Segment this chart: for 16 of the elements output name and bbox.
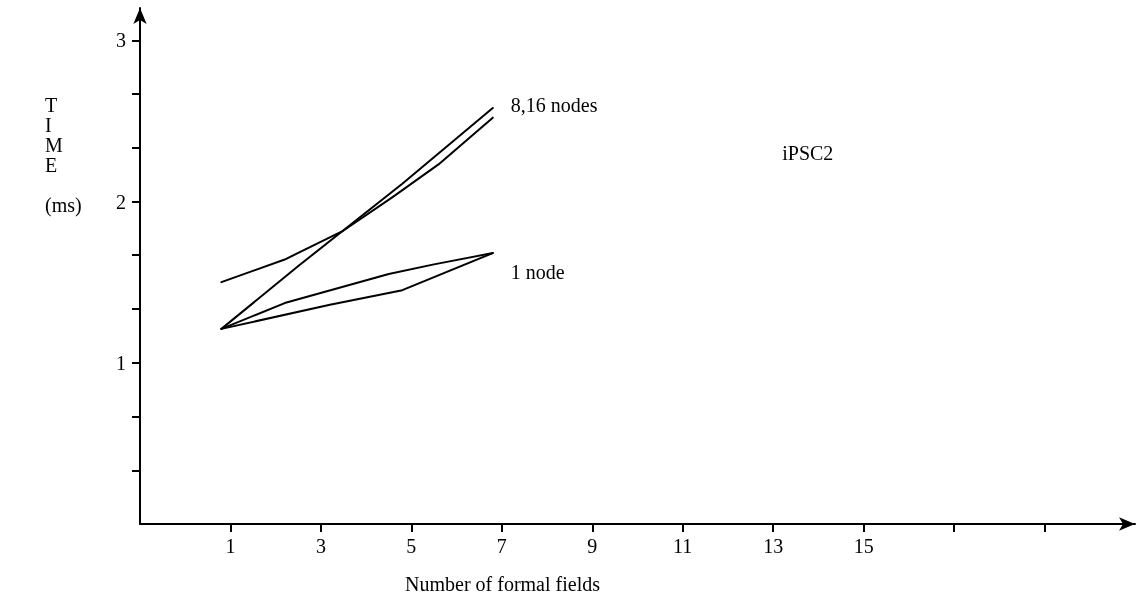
x-tick-label: 1	[225, 535, 236, 557]
x-axis-title: Number of formal fields	[405, 573, 601, 595]
y-tick-label: 2	[116, 190, 126, 213]
x-tick-label: 11	[673, 535, 693, 557]
y-axis-title: TIME (ms)	[45, 94, 82, 217]
annotation: 1 node	[510, 261, 565, 284]
x-tick-label: 15	[853, 535, 874, 557]
x-tick-label: 9	[587, 535, 598, 557]
y-tick-label: 3	[116, 29, 126, 52]
annotation: iPSC2	[782, 142, 834, 165]
x-tick-label: 3	[315, 535, 326, 557]
x-tick-label: 7	[496, 535, 507, 557]
y-tick-label: 1	[116, 351, 126, 374]
x-tick-label: 5	[406, 535, 417, 557]
x-tick-label: 13	[763, 535, 784, 557]
annotation: 8,16 nodes	[510, 93, 598, 116]
